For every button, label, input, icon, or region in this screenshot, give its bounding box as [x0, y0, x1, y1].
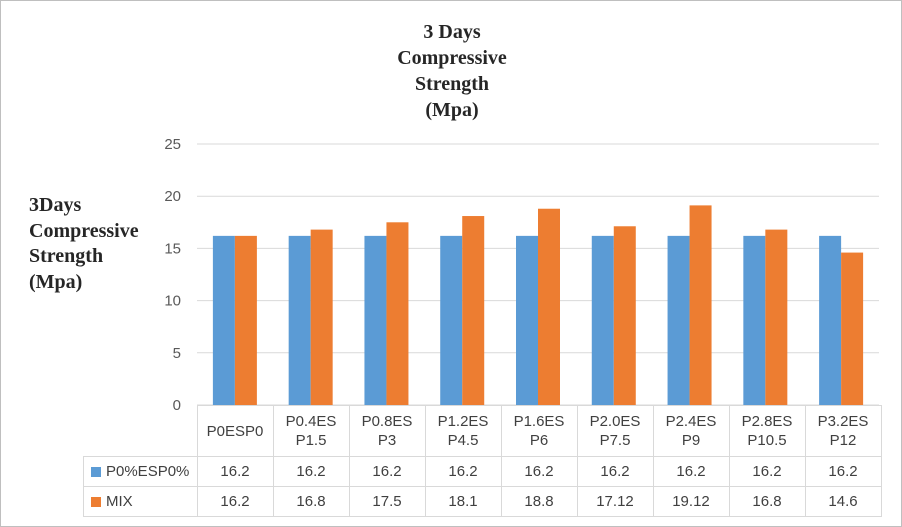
bar-mix	[462, 216, 485, 405]
category-label-line: P10.5	[747, 432, 787, 449]
data-value-cell: 18.8	[500, 486, 578, 517]
category-label-line: P9	[681, 432, 701, 449]
chart-title-line: 3 Days	[423, 21, 481, 43]
data-value-cell: 16.2	[424, 456, 502, 487]
y-tick-label: 5	[173, 345, 181, 362]
table-corner	[83, 405, 198, 457]
y-tick-label: 25	[164, 136, 181, 153]
y-axis-title-line: (Mpa)	[29, 270, 83, 293]
category-label-line: P7.5	[599, 432, 631, 449]
chart-title-line: Strength	[414, 73, 490, 95]
legend-key	[91, 467, 101, 477]
data-value-cell: 16.8	[272, 486, 350, 517]
data-value-cell: 16.2	[196, 456, 274, 487]
series-name: P0%ESP0%	[106, 463, 190, 480]
bar-mix	[841, 252, 864, 405]
legend-key	[91, 497, 101, 507]
category-label-line: P2.4ES	[665, 413, 717, 430]
series-legend-entry: P0%ESP0%	[83, 456, 198, 487]
data-value-cell: 16.2	[500, 456, 578, 487]
bar-mix	[386, 222, 409, 405]
category-label-line: P12	[829, 432, 857, 449]
category-label-line: P1.5	[295, 432, 327, 449]
category-label-line: P0.8ES	[361, 413, 413, 430]
bar-mix	[613, 226, 636, 405]
chart-title-line: Compressive	[397, 47, 507, 69]
data-value-cell: 19.12	[652, 486, 730, 517]
y-tick-label: 20	[164, 188, 181, 205]
category-label-line: P4.5	[447, 432, 479, 449]
table-row: P0%ESP0% 16.2 16.2 16.2 16.2 16.2 16.2 16.2 16.2…	[83, 456, 882, 487]
category-label-line: P1.2ES	[437, 413, 489, 430]
bar-p0esp0	[819, 235, 842, 405]
category-label: P2.4ES P9	[652, 405, 730, 457]
data-value-cell: 14.6	[804, 486, 882, 517]
category-label: P0.4ES P1.5	[272, 405, 350, 457]
y-tick-label: 15	[164, 240, 181, 257]
y-tick-label: 10	[164, 293, 181, 310]
bar-mix	[538, 208, 560, 405]
category-label-line: P6	[529, 432, 549, 449]
data-value-cell: 16.2	[652, 456, 730, 487]
y-axis-title-line: Compressive	[29, 219, 139, 242]
table-row: MIX 16.2 16.8 17.5 18.1 18.8 17.12 19.12 16.8 14.…	[83, 486, 882, 517]
data-value-cell: 16.2	[196, 486, 274, 517]
data-value-cell: 18.1	[424, 486, 502, 517]
category-label-line: P3.2ES	[817, 413, 869, 430]
bar-p0esp0	[743, 235, 766, 405]
y-axis-title-line: Strength	[29, 245, 104, 267]
category-label-line: P3	[377, 432, 397, 449]
category-label-line: P0ESP0	[206, 422, 264, 440]
bar-mix	[234, 235, 257, 405]
bar-p0esp0	[440, 235, 463, 405]
chart-title: 3 Days Compressive Strength (Mpa)	[352, 19, 552, 123]
bar-p0esp0	[591, 235, 614, 405]
data-value-cell: 17.5	[348, 486, 426, 517]
data-table: P0ESP0 P0.4ES P1.5 P0.8ES P3 P1.2ES P4.5 P1.6ES…	[83, 405, 882, 517]
category-label: P2.0ES P7.5	[576, 405, 654, 457]
category-label-line: P2.0ES	[589, 413, 641, 430]
data-value-cell: 16.2	[348, 456, 426, 487]
series-legend-entry: MIX	[83, 486, 198, 517]
data-value-cell: 16.8	[728, 486, 806, 517]
bar-mix	[310, 229, 333, 405]
category-label-line: P1.6ES	[513, 413, 565, 430]
data-value-cell: 16.2	[576, 456, 654, 487]
data-value-cell: 16.2	[728, 456, 806, 487]
bar-mix	[689, 205, 712, 405]
category-label: P2.8ES P10.5	[728, 405, 806, 457]
category-label: P1.2ES P4.5	[424, 405, 502, 457]
bar-p0esp0	[667, 235, 690, 405]
y-axis-title: 3Days Compressive Strength (Mpa)	[29, 193, 189, 295]
chart-title-line: (Mpa)	[425, 99, 479, 121]
bar-p0esp0	[288, 235, 311, 405]
category-label: P3.2ES P12	[804, 405, 882, 457]
bar-p0esp0	[212, 235, 235, 405]
category-label-line: P0.4ES	[285, 413, 337, 430]
bar-mix	[765, 229, 788, 405]
data-value-cell: 17.12	[576, 486, 654, 517]
category-label: P1.6ES P6	[500, 405, 578, 457]
category-label: P0ESP0	[196, 405, 274, 457]
category-label: P0.8ES P3	[348, 405, 426, 457]
y-axis-title-line: 3Days	[29, 194, 82, 216]
data-value-cell: 16.2	[272, 456, 350, 487]
series-name: MIX	[106, 493, 133, 510]
category-label-line: P2.8ES	[741, 413, 793, 430]
bar-p0esp0	[516, 235, 538, 405]
data-value-cell: 16.2	[804, 456, 882, 487]
bar-p0esp0	[364, 235, 387, 405]
